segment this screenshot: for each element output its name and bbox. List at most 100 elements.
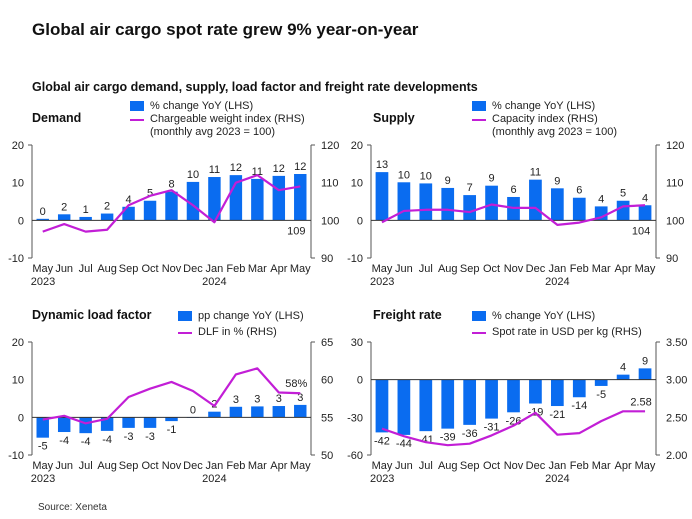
right-tick-label: 110: [666, 178, 684, 190]
x-tick-label: Sep: [460, 460, 480, 472]
x-tick-label: Oct: [483, 460, 500, 472]
bar-value-label: 4: [126, 194, 132, 206]
x-tick-label: Nov: [162, 460, 182, 472]
bar: [143, 200, 157, 221]
right-tick-label: 60: [321, 375, 333, 387]
bar: [57, 214, 71, 221]
x-tick-label: May: [32, 460, 53, 472]
x-tick-label: Apr: [270, 460, 287, 472]
bar: [463, 195, 477, 221]
line-swatch: [178, 332, 192, 334]
x-tick-label: Dec: [526, 263, 546, 275]
legend-line-label: Spot rate in USD per kg (RHS): [492, 326, 642, 338]
left-tick-label: 0: [357, 215, 363, 227]
bar: [79, 417, 92, 434]
x-tick-label: Apr: [615, 460, 632, 472]
page-title: Global air cargo spot rate grew 9% year-…: [32, 20, 419, 39]
bar: [397, 379, 411, 435]
bar: [616, 200, 630, 221]
bar: [638, 368, 652, 380]
x-tick-label: Aug: [97, 263, 117, 275]
x-tick-label: Jun: [55, 460, 73, 472]
x-tick-label: Aug: [438, 263, 458, 275]
page-subtitle: Global air cargo demand, supply, load fa…: [32, 80, 478, 94]
x-tick-label: Jun: [395, 460, 413, 472]
bar: [36, 417, 49, 438]
x-tick-label: Oct: [141, 263, 158, 275]
left-tick-label: 0: [18, 215, 24, 227]
x-tick-label: Mar: [592, 460, 611, 472]
bar: [572, 197, 586, 221]
bar-value-label: -3: [145, 431, 155, 443]
legend-bar-label: % change YoY (LHS): [150, 100, 254, 112]
x-tick-label: Jul: [79, 263, 93, 275]
load-factor-title: Dynamic load factor: [32, 308, 152, 322]
bar-swatch: [472, 101, 486, 111]
bar-value-label: -4: [59, 435, 69, 447]
bar: [143, 417, 157, 428]
left-tick-label: 0: [18, 412, 24, 424]
bar: [485, 379, 498, 419]
x-tick-label: Nov: [504, 460, 524, 472]
freight-rate-legend: % change YoY (LHS) Spot rate in USD per …: [472, 310, 642, 339]
x-tick-label: May: [32, 263, 53, 275]
bar: [186, 181, 200, 221]
bar-value-label: 12: [294, 161, 306, 173]
bar: [229, 406, 243, 418]
bar-value-label: 1: [83, 204, 89, 216]
legend-bar-label: % change YoY (LHS): [492, 310, 596, 322]
x-tick-label: Mar: [248, 460, 267, 472]
bar-value-label: 4: [642, 192, 648, 204]
bar: [419, 183, 433, 221]
freight-rate-title: Freight rate: [373, 308, 442, 322]
legend-line-note: (monthly avg 2023 = 100): [150, 126, 276, 138]
legend-line-label: DLF in % (RHS): [198, 326, 277, 338]
x-tick-label: Jan: [548, 263, 566, 275]
x-tick-label: Mar: [248, 263, 267, 275]
right-tick-label: 100: [321, 215, 339, 227]
bar: [272, 175, 286, 221]
x-tick-label: May: [290, 263, 311, 275]
x-tick-label: Apr: [270, 263, 287, 275]
bar: [79, 216, 92, 221]
legend-bar-label: % change YoY (LHS): [492, 100, 596, 112]
bar-value-label: -5: [38, 441, 48, 453]
year-label: 2024: [202, 276, 226, 288]
bar-value-label: 4: [598, 193, 604, 205]
x-tick-label: Aug: [97, 460, 117, 472]
left-tick-label: 10: [351, 178, 363, 190]
bar: [507, 379, 520, 413]
bar-value-label: 12: [273, 163, 285, 175]
left-tick-label: -30: [347, 412, 363, 424]
bar-value-label: 0: [40, 206, 46, 218]
bar: [375, 172, 389, 221]
left-tick-label: 20: [12, 140, 24, 152]
source-note: Source: Xeneta: [38, 502, 107, 513]
year-label: 2023: [31, 473, 55, 485]
bar: [485, 185, 498, 221]
bar-value-label: -39: [440, 432, 456, 444]
x-tick-label: Feb: [226, 460, 245, 472]
bar-value-label: -5: [596, 389, 606, 401]
year-label: 2023: [31, 276, 55, 288]
bar-swatch: [472, 311, 486, 321]
line-end-label: 104: [632, 225, 650, 237]
legend-line-label: Capacity index (RHS): [492, 113, 598, 125]
right-tick-label: 100: [666, 215, 684, 227]
bar: [294, 174, 307, 221]
x-tick-label: Apr: [615, 263, 632, 275]
left-tick-label: 20: [12, 337, 24, 349]
bar-value-label: 9: [554, 175, 560, 187]
bar: [272, 406, 286, 418]
bar-value-label: 11: [530, 167, 541, 179]
left-tick-label: -10: [347, 253, 363, 265]
left-tick-label: -10: [8, 253, 24, 265]
bar-value-label: 3: [233, 394, 239, 406]
line-end-label: 109: [287, 225, 305, 237]
bar: [638, 205, 652, 221]
bar-value-label: 10: [187, 169, 199, 181]
bar: [397, 182, 411, 221]
